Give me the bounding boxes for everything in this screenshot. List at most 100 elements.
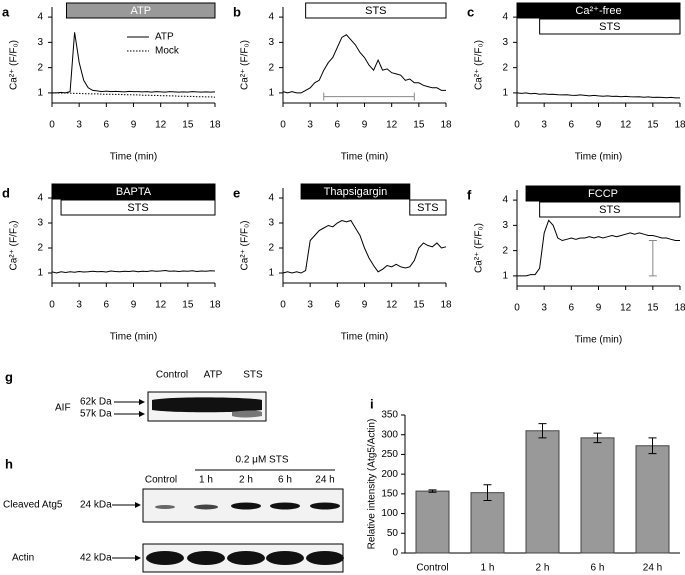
panel-letter: b <box>233 4 241 19</box>
y-axis-label: Ca²⁺ (F/F₀) <box>9 221 20 271</box>
y-tick-label: 3 <box>502 37 508 48</box>
x-tick-label: 9 <box>131 300 137 311</box>
y-tick-label: 250 <box>381 449 398 460</box>
y-tick-label: 100 <box>381 508 398 519</box>
x-axis-label: Time (min) <box>110 332 157 343</box>
x-tick-label: 18 <box>440 120 452 131</box>
panel-letter: h <box>5 456 13 471</box>
y-tick-label: 4 <box>268 193 274 204</box>
size-label: 57k Da <box>80 409 112 420</box>
y-tick-label: 2 <box>502 62 508 73</box>
y-tick-label: 350 <box>381 410 398 421</box>
y-axis-label: Relative intensity (Atg5/Actin) <box>367 419 378 550</box>
x-tick-label: 3 <box>76 300 82 311</box>
period-bar <box>516 2 681 19</box>
trace <box>282 219 447 274</box>
period-label: STS <box>365 5 386 17</box>
x-tick-label: 24 h <box>643 563 662 574</box>
y-tick-label: 4 <box>37 12 43 23</box>
period-label: Ca²⁺-free <box>575 5 621 17</box>
lane-label: 6 h <box>278 475 292 486</box>
bar <box>635 445 670 554</box>
x-tick-label: 9 <box>362 120 368 131</box>
bar <box>415 490 450 554</box>
trace <box>51 269 216 274</box>
x-axis-label: Time (min) <box>110 152 157 163</box>
x-tick-label: 6 <box>104 120 110 131</box>
error-bar <box>483 484 492 502</box>
trace <box>52 32 216 94</box>
y-tick-label: 1 <box>502 271 508 282</box>
trace <box>52 92 216 98</box>
y-tick-label: 3 <box>502 220 508 231</box>
x-tick-label: 0 <box>514 303 520 314</box>
x-tick-label: 9 <box>596 120 602 131</box>
size-label: 42 kDa <box>80 553 112 564</box>
lane-label: Control <box>145 475 177 486</box>
y-tick-label: 3 <box>268 218 274 229</box>
x-tick-label: 9 <box>131 120 137 131</box>
lane-label: ATP <box>204 370 223 381</box>
lane-label: Control <box>156 370 188 381</box>
y-axis-label: Ca²⁺ (F/F₀) <box>240 40 251 90</box>
blot-atg5 <box>142 488 344 523</box>
y-tick-label: 2 <box>37 243 43 254</box>
x-tick-label: 0 <box>280 120 286 131</box>
period-bar <box>305 2 447 19</box>
treatment-label: 0.2 μM STS <box>236 455 289 466</box>
panel-letter: e <box>233 185 240 200</box>
size-label: 62k Da <box>80 397 112 408</box>
y-axis-label: Ca²⁺ (F/F₀) <box>240 221 251 271</box>
bar <box>580 437 615 554</box>
x-tick-label: Control <box>416 563 448 574</box>
range-bar <box>648 240 657 277</box>
y-axis-label: Ca²⁺ (F/F₀) <box>474 223 485 273</box>
y-tick-label: 2 <box>37 62 43 73</box>
period-bar <box>51 183 216 200</box>
period-label: STS <box>127 202 148 214</box>
size-label: 24 kDa <box>80 500 112 511</box>
period-bar <box>409 199 447 216</box>
y-tick-label: 150 <box>381 488 398 499</box>
x-tick-label: 0 <box>514 120 520 131</box>
blot-g <box>147 391 267 422</box>
y-tick-label: 3 <box>268 37 274 48</box>
y-tick-label: 4 <box>37 193 43 204</box>
period-label: ATP <box>130 5 151 17</box>
y-tick-label: 1 <box>37 88 43 99</box>
lane-label: 24 h <box>315 475 334 486</box>
lane-label: 1 h <box>199 475 213 486</box>
y-tick-label: 3 <box>37 218 43 229</box>
error-bar <box>538 423 547 439</box>
lane-label: 2 h <box>239 475 253 486</box>
period-bar <box>65 2 216 19</box>
x-tick-label: 6 <box>335 120 341 131</box>
panel-letter: i <box>370 396 374 411</box>
y-tick-label: 4 <box>502 195 508 206</box>
x-tick-label: 15 <box>647 120 659 131</box>
protein-label: AIF <box>55 403 71 414</box>
x-tick-label: 15 <box>647 303 659 314</box>
period-label: BAPTA <box>116 186 152 198</box>
x-tick-label: 18 <box>674 303 685 314</box>
x-tick-label: 18 <box>209 300 221 311</box>
x-axis-label: Time (min) <box>341 152 388 163</box>
x-tick-label: 3 <box>76 120 82 131</box>
y-tick-label: 200 <box>381 469 398 480</box>
x-tick-label: 12 <box>386 300 398 311</box>
blot-actin <box>142 543 344 573</box>
x-tick-label: 12 <box>620 303 632 314</box>
x-tick-label: 1 h <box>481 563 495 574</box>
protein-label: Cleaved Atg5 <box>3 500 63 511</box>
panel-letter: d <box>2 185 10 200</box>
x-tick-label: 3 <box>541 120 547 131</box>
panel-letter: a <box>2 4 10 19</box>
x-tick-label: 6 <box>104 300 110 311</box>
x-tick-label: 3 <box>307 300 313 311</box>
period-bar <box>300 183 411 200</box>
x-axis-label: Time (min) <box>575 152 622 163</box>
y-tick-label: 1 <box>268 88 274 99</box>
y-tick-label: 3 <box>37 37 43 48</box>
x-tick-label: 12 <box>620 120 632 131</box>
